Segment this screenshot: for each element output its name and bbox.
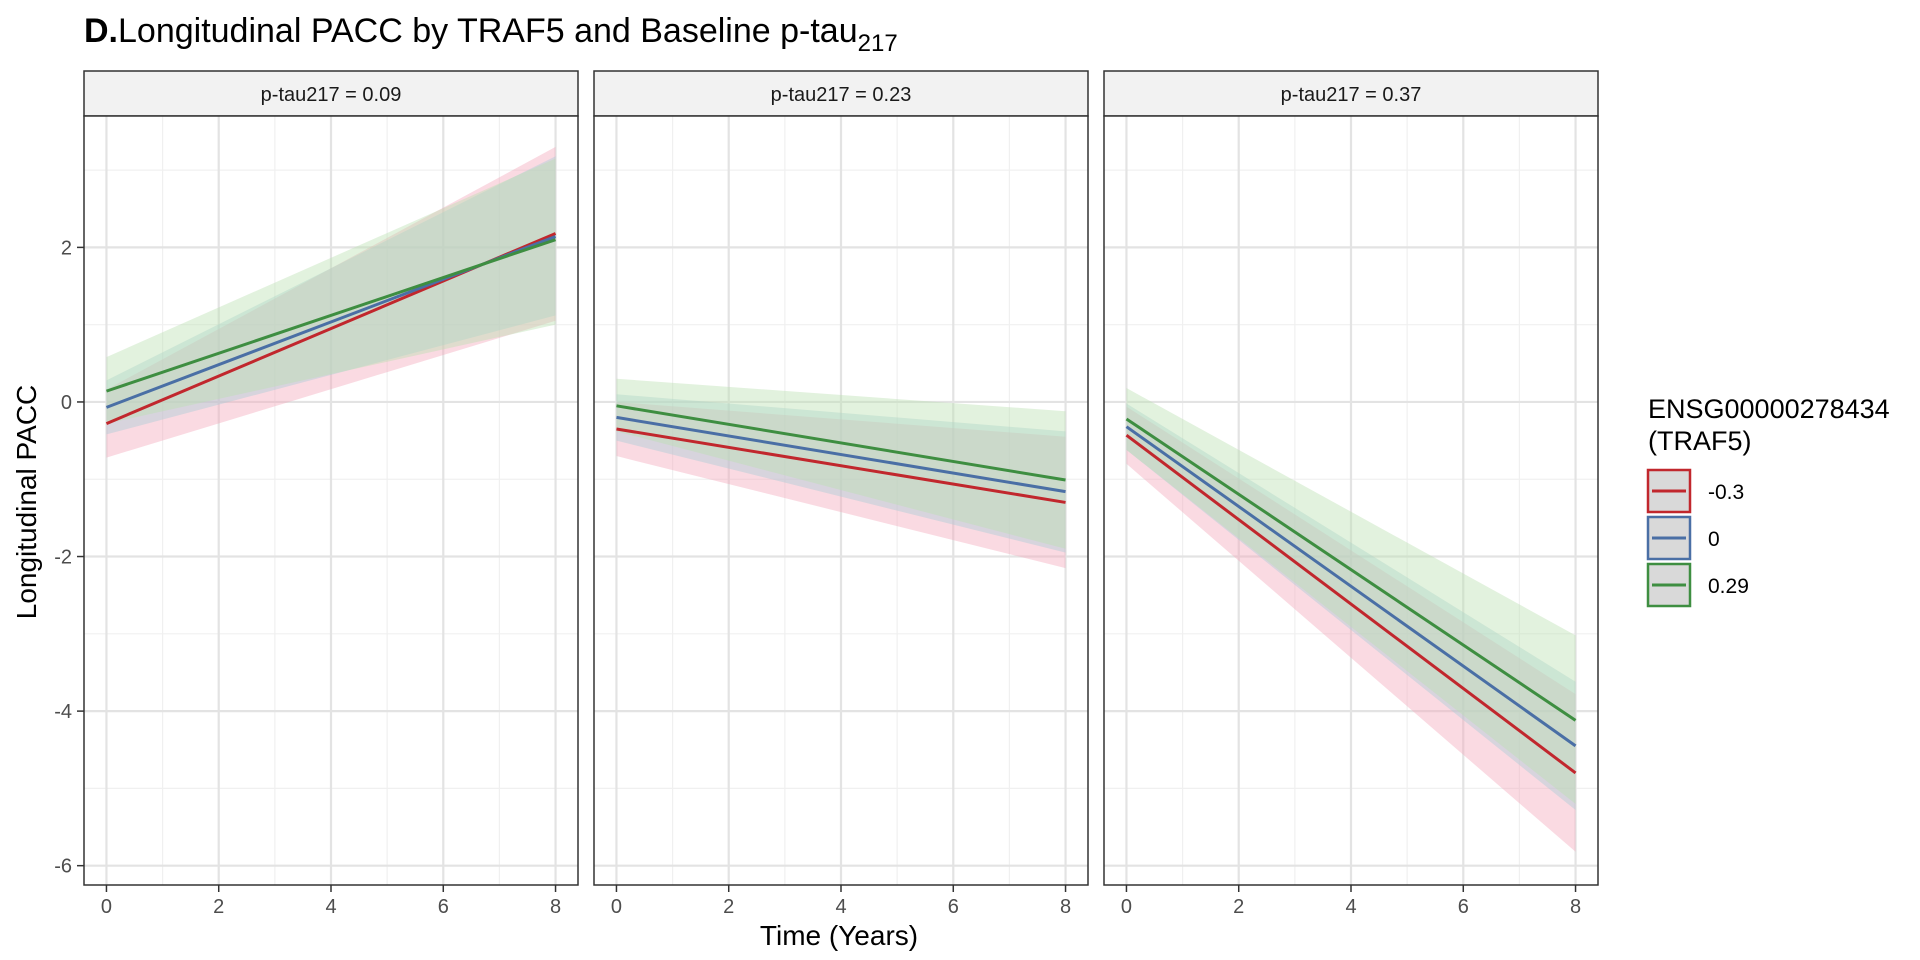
confidence-ribbon — [106, 158, 556, 424]
legend: ENSG00000278434(TRAF5) -0.3 0 0.29 — [1646, 394, 1890, 608]
x-tick-label: 2 — [1233, 896, 1244, 918]
legend-title: ENSG00000278434 — [1648, 394, 1890, 424]
confidence-ribbon — [616, 378, 1066, 549]
facet-strip — [83, 70, 579, 117]
facet-strip-label: p-tau217 = 0.09 — [261, 84, 402, 106]
legend-label: -0.3 — [1708, 481, 1744, 504]
x-tick-label: 8 — [550, 896, 561, 918]
facet-strip-label: p-tau217 = 0.37 — [1281, 84, 1422, 106]
series-line — [616, 404, 1066, 482]
x-tick-label: 0 — [611, 896, 622, 918]
legend-item: 0.29 — [1646, 562, 1749, 608]
chart-title-subscript: 217 — [858, 30, 898, 57]
series-line — [105, 238, 557, 393]
facet-panel: p-tau217 = 0.09 — [83, 70, 579, 886]
x-tick-label: 0 — [1121, 896, 1132, 918]
y-axis: -6 -4 -2 0 2 — [54, 237, 84, 878]
legend-label: 0.29 — [1708, 575, 1749, 598]
chart-title: D.Longitudinal PACC by TRAF5 and Baselin… — [84, 12, 898, 57]
chart-title-prefix: D. — [84, 12, 118, 50]
series-line — [616, 427, 1066, 504]
series-line — [1125, 425, 1577, 748]
legend-item: 0 — [1646, 515, 1720, 561]
facet-strip-label: p-tau217 = 0.23 — [771, 84, 912, 106]
y-tick-label: 2 — [61, 237, 72, 259]
x-tick-label: 0 — [101, 896, 112, 918]
x-tick-label: 4 — [835, 896, 846, 918]
y-tick-label: 0 — [61, 392, 72, 414]
legend-item: -0.3 — [1646, 468, 1744, 514]
x-tick-label: 4 — [325, 896, 336, 918]
x-tick-label: 2 — [213, 896, 224, 918]
x-tick-label: 4 — [1345, 896, 1356, 918]
x-axis: 0 2 4 6 8 0 2 4 6 8 0 2 4 6 8 — [101, 885, 1581, 918]
facet-panel: p-tau217 = 0.37 — [1103, 70, 1599, 886]
legend-label: 0 — [1708, 528, 1720, 551]
y-tick-label: -6 — [54, 856, 72, 878]
x-tick-label: 6 — [438, 896, 449, 918]
y-tick-label: -4 — [54, 701, 72, 723]
confidence-ribbon — [616, 401, 1066, 569]
series-line — [1125, 433, 1577, 775]
x-tick-label: 8 — [1060, 896, 1071, 918]
y-tick-label: -2 — [54, 547, 72, 569]
chart-title-main: Longitudinal PACC by TRAF5 and Baseline … — [118, 12, 858, 50]
y-axis-title: Longitudinal PACC — [11, 385, 42, 620]
legend-title: (TRAF5) — [1648, 426, 1752, 456]
series-line — [1125, 417, 1577, 722]
x-tick-label: 6 — [1458, 896, 1469, 918]
series-line — [616, 415, 1066, 494]
x-axis-title: Time (Years) — [760, 920, 918, 951]
x-tick-label: 6 — [948, 896, 959, 918]
x-tick-label: 2 — [723, 896, 734, 918]
facet-panels: p-tau217 = 0.09 p-tau217 = 0.23 p-tau217 =… — [83, 70, 1599, 886]
facet-panel: p-tau217 = 0.23 — [593, 70, 1089, 886]
confidence-ribbon — [1126, 388, 1576, 804]
confidence-ribbon — [106, 146, 556, 458]
confidence-ribbon — [616, 394, 1066, 553]
x-tick-label: 8 — [1570, 896, 1581, 918]
